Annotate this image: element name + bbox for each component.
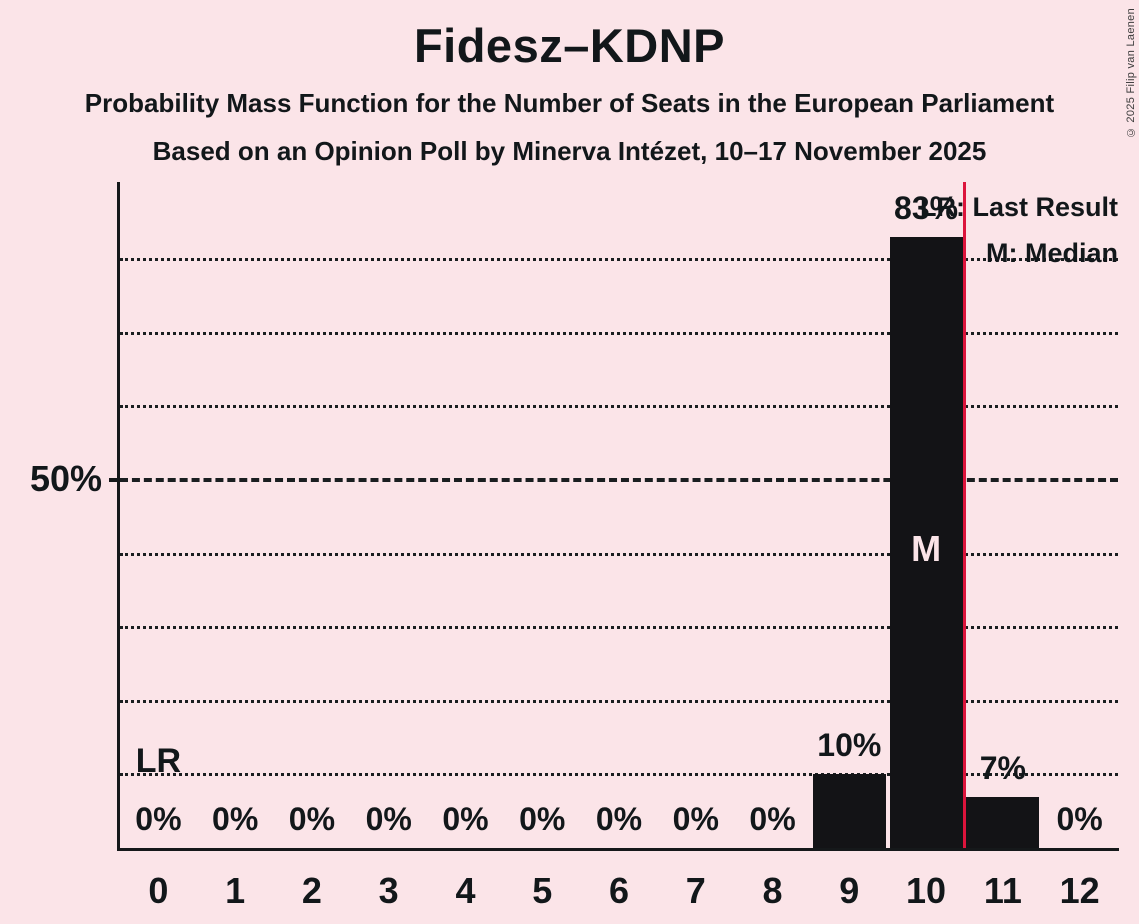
median-marker-label: M xyxy=(911,527,942,569)
legend: LR: Last Result M: Median xyxy=(920,184,1118,276)
last-result-marker-label: LR xyxy=(135,742,182,780)
bar-seats-11 xyxy=(966,796,1040,848)
x-axis-label-1: 1 xyxy=(225,870,246,911)
x-axis-label-0: 0 xyxy=(148,870,169,911)
chart-subtitle-line1: Probability Mass Function for the Number… xyxy=(84,88,1055,118)
x-axis-label-2: 2 xyxy=(301,870,322,911)
x-axis-label-9: 9 xyxy=(839,870,860,911)
bar-seats-10 xyxy=(889,237,963,848)
value-label-seats-11: 7% xyxy=(979,749,1026,786)
x-axis-label-6: 6 xyxy=(608,870,630,911)
gridline-80pct xyxy=(120,258,1118,262)
x-axis-label-5: 5 xyxy=(532,870,553,911)
gridline-40pct xyxy=(120,552,1118,556)
value-label-seats-3: 0% xyxy=(365,801,412,837)
legend-last-result: LR: Last Result xyxy=(919,192,1118,222)
x-axis-label-4: 4 xyxy=(455,870,476,911)
gridline-10pct xyxy=(120,773,1118,777)
value-label-seats-2: 0% xyxy=(288,801,336,837)
value-label-seats-0: 0% xyxy=(135,801,182,837)
gridline-20pct xyxy=(120,699,1118,703)
x-axis-label-7: 7 xyxy=(685,870,706,911)
x-axis-label-10: 10 xyxy=(906,870,947,911)
legend-median: M: Median xyxy=(986,238,1118,268)
last-result-line xyxy=(962,182,966,848)
value-label-seats-10: 83% xyxy=(894,190,959,227)
value-label-seats-5: 0% xyxy=(519,801,566,837)
value-label-seats-9: 10% xyxy=(817,727,882,764)
chart-title: Fidesz–KDNP xyxy=(413,19,726,72)
gridline-50pct xyxy=(120,478,1118,483)
chart-subtitle-line2: Based on an Opinion Poll by Minerva Inté… xyxy=(152,136,987,166)
y-axis-tick-label: 50% xyxy=(29,458,102,499)
x-axis-line xyxy=(117,848,1119,851)
y-axis-tick-mark xyxy=(109,478,118,483)
y-axis-line xyxy=(117,182,120,851)
x-axis-label-8: 8 xyxy=(762,870,783,911)
bar-seats-9 xyxy=(812,774,886,848)
gridline-60pct xyxy=(120,405,1118,409)
copyright-notice: © 2025 Filip van Laenen xyxy=(1125,8,1137,139)
value-label-seats-12: 0% xyxy=(1056,801,1103,837)
value-label-seats-1: 0% xyxy=(212,801,259,837)
value-label-seats-8: 0% xyxy=(749,801,796,837)
value-label-seats-6: 0% xyxy=(595,801,643,837)
x-axis-label-3: 3 xyxy=(378,870,399,911)
x-axis-label-12: 12 xyxy=(1059,870,1100,911)
x-axis-label-11: 11 xyxy=(983,870,1022,911)
value-label-seats-4: 0% xyxy=(442,801,489,837)
value-label-seats-7: 0% xyxy=(672,801,719,837)
gridline-70pct xyxy=(120,331,1118,335)
gridline-30pct xyxy=(120,626,1118,630)
